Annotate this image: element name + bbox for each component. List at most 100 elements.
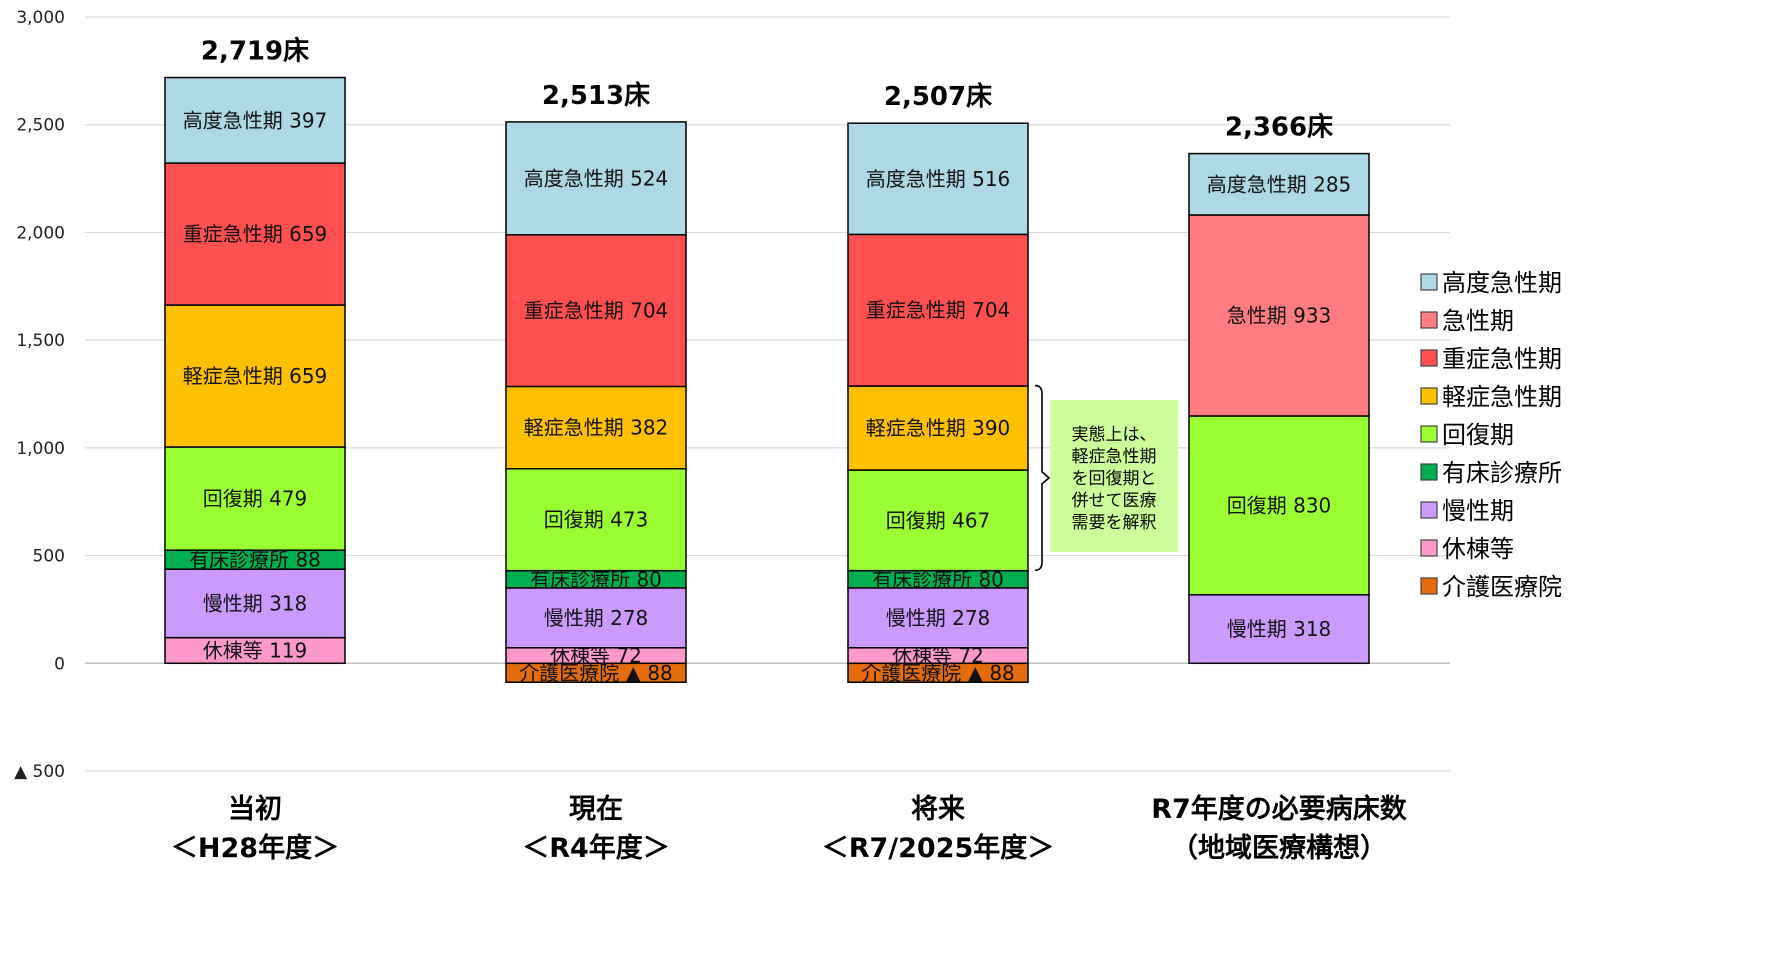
category-label-line1: 当初 xyxy=(228,794,282,825)
segment-label: 軽症急性期 390 xyxy=(866,416,1011,440)
legend-swatch xyxy=(1420,539,1438,557)
legend-item: 休棟等 xyxy=(1420,535,1514,563)
category-label-line2: ＜H28年度＞ xyxy=(171,832,339,864)
segment-label: 回復期 473 xyxy=(544,508,649,532)
bar-segment xyxy=(1188,214,1370,417)
legend-label: 重症急性期 xyxy=(1442,345,1562,373)
segment-label: 回復期 830 xyxy=(1227,493,1332,517)
category-label-line2: ＜R7/2025年度＞ xyxy=(822,832,1055,864)
legend-item: 軽症急性期 xyxy=(1420,383,1562,411)
annotation-line: 実態上は、 xyxy=(1072,425,1157,445)
annotation-line: 需要を解釈 xyxy=(1072,513,1157,533)
bar-segment xyxy=(164,568,346,639)
segment-label: 慢性期 318 xyxy=(1227,617,1332,641)
segment-label: 介護医療院 ▲ 88 xyxy=(519,661,673,685)
bar-segment xyxy=(505,234,687,388)
annotation-box xyxy=(1050,400,1178,552)
segment-label: 有床診療所 88 xyxy=(189,548,321,572)
bar-stack-1: 休棟等 119 慢性期 318 有床診療所 88 回復期 479 軽症急性期 659 重症… xyxy=(164,76,346,665)
legend-label: 慢性期 xyxy=(1442,497,1514,525)
legend-label: 高度急性期 xyxy=(1442,269,1562,297)
legend-swatch xyxy=(1420,311,1438,329)
bar-segment xyxy=(847,233,1029,387)
legend-swatch xyxy=(1420,273,1438,291)
legend-swatch xyxy=(1420,425,1438,443)
legend-label: 軽症急性期 xyxy=(1442,383,1562,411)
category-label-line2: （地域医療構想） xyxy=(1171,833,1387,864)
bar-segment xyxy=(1188,415,1370,596)
segment-label: 介護医療院 ▲ 88 xyxy=(861,661,1015,685)
y-tick-label: 1,000 xyxy=(16,439,65,459)
segment-label: 高度急性期 285 xyxy=(1207,172,1352,196)
segment-label: 重症急性期 704 xyxy=(866,298,1011,322)
y-tick-label: 0 xyxy=(54,654,65,674)
legend-swatch xyxy=(1420,501,1438,519)
legend-item: 介護医療院 xyxy=(1420,573,1562,601)
bars: 休棟等 119 慢性期 318 有床診療所 88 回復期 479 軽症急性期 659 重症… xyxy=(164,76,1370,685)
legend-item: 重症急性期 xyxy=(1420,345,1562,373)
bar-segment xyxy=(1188,152,1370,216)
annotation-line: を回復期と xyxy=(1072,469,1157,489)
category-label-line1: 現在 xyxy=(569,794,623,825)
y-tick-label: ▲ 500 xyxy=(14,762,65,782)
legend-item: 慢性期 xyxy=(1420,497,1514,525)
total-label: 2,366床 xyxy=(1225,112,1333,143)
segment-label: 高度急性期 516 xyxy=(866,167,1011,191)
annotation-line: 軽症急性期 xyxy=(1072,447,1157,467)
bar-segment xyxy=(505,468,687,572)
bar-segment xyxy=(505,587,687,649)
y-tick-label: 2,500 xyxy=(16,116,65,136)
segment-label: 急性期 933 xyxy=(1227,303,1332,327)
segment-label: 慢性期 278 xyxy=(544,606,649,630)
legend-label: 介護医療院 xyxy=(1442,573,1562,601)
annotation-bracket xyxy=(1034,384,1051,572)
y-tick-label: 1,500 xyxy=(16,331,65,351)
legend-item: 回復期 xyxy=(1420,421,1514,449)
bar-segment xyxy=(847,122,1029,236)
segment-label: 軽症急性期 659 xyxy=(183,364,328,388)
category-label-line1: R7年度の必要病床数 xyxy=(1151,793,1408,825)
bar-segment xyxy=(505,121,687,236)
segment-label: 休棟等 119 xyxy=(203,638,308,662)
segment-label: 高度急性期 524 xyxy=(524,166,669,190)
total-labels: 2,719床 2,513床 2,507床 2,366床 xyxy=(201,36,1333,143)
legend-swatch xyxy=(1420,387,1438,405)
total-label: 2,507床 xyxy=(884,81,992,112)
legend-swatch xyxy=(1420,349,1438,367)
legend-item: 高度急性期 xyxy=(1420,269,1562,297)
legend-item: 有床診療所 xyxy=(1420,459,1562,487)
legend-label: 有床診療所 xyxy=(1442,459,1562,487)
category-label-line1: 将来 xyxy=(911,794,965,825)
legend-label: 回復期 xyxy=(1442,421,1514,449)
x-axis-categories: 当初 ＜H28年度＞ 現在 ＜R4年度＞ 将来 ＜R7/2025年度＞ R7年度の必要病床数… xyxy=(171,793,1408,864)
total-label: 2,513床 xyxy=(542,80,650,111)
segment-label: 慢性期 318 xyxy=(203,591,308,615)
segment-label: 重症急性期 659 xyxy=(183,222,328,246)
bar-segment xyxy=(505,385,687,470)
total-label: 2,719床 xyxy=(201,36,309,67)
y-tick-label: 3,000 xyxy=(16,8,65,28)
bar-segment xyxy=(847,469,1029,572)
bar-segment xyxy=(847,385,1029,471)
annotation-line: 併せて医療 xyxy=(1072,491,1157,511)
segment-label: 慢性期 278 xyxy=(886,606,991,630)
bar-segment xyxy=(1188,594,1370,665)
segment-label: 高度急性期 397 xyxy=(183,108,328,132)
y-axis: 3,000 2,500 2,000 1,500 1,000 500 0 ▲ 500 xyxy=(14,8,65,782)
bar-segment xyxy=(164,76,346,164)
legend-item: 急性期 xyxy=(1420,307,1514,335)
legend-label: 休棟等 xyxy=(1442,535,1514,563)
y-tick-label: 2,000 xyxy=(16,223,65,243)
segment-label: 重症急性期 704 xyxy=(524,299,669,323)
category-label-line2: ＜R4年度＞ xyxy=(522,832,670,864)
bar-segment xyxy=(164,162,346,306)
segment-label: 軽症急性期 382 xyxy=(524,416,669,440)
legend-swatch xyxy=(1420,577,1438,595)
segment-label: 回復期 467 xyxy=(886,508,991,532)
bar-stack-4: 慢性期 318 回復期 830 急性期 933 高度急性期 285 xyxy=(1188,152,1370,665)
